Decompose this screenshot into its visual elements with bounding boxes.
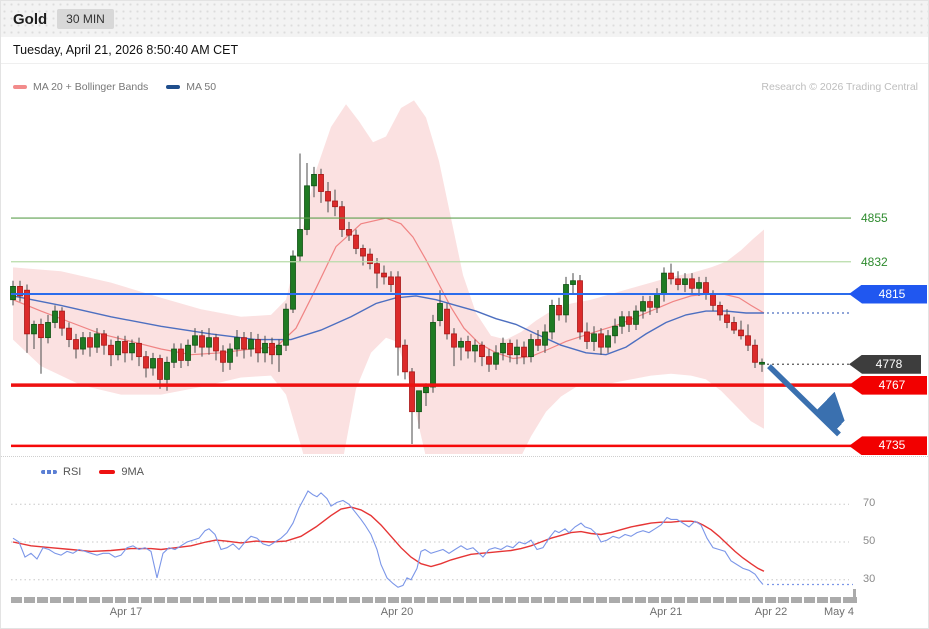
price-tag-4815: 4815 [849,284,927,304]
ma50-legend-swatch-icon [166,85,181,89]
ma20-legend-swatch-icon [13,85,27,89]
time-axis-label-apr-21: Apr 21 [649,606,683,618]
price-tag-4735: 4735 [849,436,927,456]
time-axis-label-may-4: May 4 [824,606,854,618]
main-chart-legend: MA 20 + Bollinger Bands MA 50 [13,81,234,93]
chart-header: Gold 30 MIN [1,1,928,37]
rsi-axis-label-50: 50 [863,535,876,547]
rsi-axis-label-70: 70 [863,497,876,510]
price-level-label-4832: 4832 [861,254,888,269]
legend-item-9ma: 9MA [99,466,144,478]
header-divider [1,63,928,64]
bearish-forecast-arrow-icon [767,364,839,437]
time-axis-label-apr-17: Apr 17 [109,606,143,618]
time-axis-scrollbar-end [853,589,856,603]
pane-separator [1,456,928,457]
ma50-line [12,295,764,356]
time-axis-label-apr-22: Apr 22 [754,606,788,618]
chart-datetime: Tuesday, April 21, 2026 8:50:40 AM CET [13,43,239,57]
legend-item-rsi: RSI [41,466,81,478]
ma20-line [12,217,765,360]
price-level-label-4855: 4855 [861,211,888,226]
ma50-legend-label: MA 50 [186,81,217,93]
rsi-line [12,490,764,588]
time-axis-label-apr-20: Apr 20 [380,606,414,618]
price-tag-4778: 4778 [849,354,921,374]
attribution-text: Research © 2026 Trading Central [761,81,918,93]
instrument-title: Gold [13,10,48,28]
ma20-legend-label: MA 20 + Bollinger Bands [33,81,149,93]
timeframe-badge[interactable]: 30 MIN [57,9,114,29]
rsi-legend: RSI 9MA [41,466,162,478]
rsi-9ma-line [12,506,765,572]
rsi-legend-swatch-icon [41,470,57,474]
price-tag-4767: 4767 [849,375,927,395]
legend-item-ma20-bollinger: MA 20 + Bollinger Bands [13,81,148,93]
legend-item-ma50: MA 50 [166,81,216,93]
ma9-legend-label: 9MA [121,466,144,478]
rsi-legend-label: RSI [63,466,82,478]
time-axis-scrollbar[interactable] [11,597,857,603]
ma9-legend-swatch-icon [99,470,116,474]
rsi-axis-label-30: 30 [863,572,876,585]
